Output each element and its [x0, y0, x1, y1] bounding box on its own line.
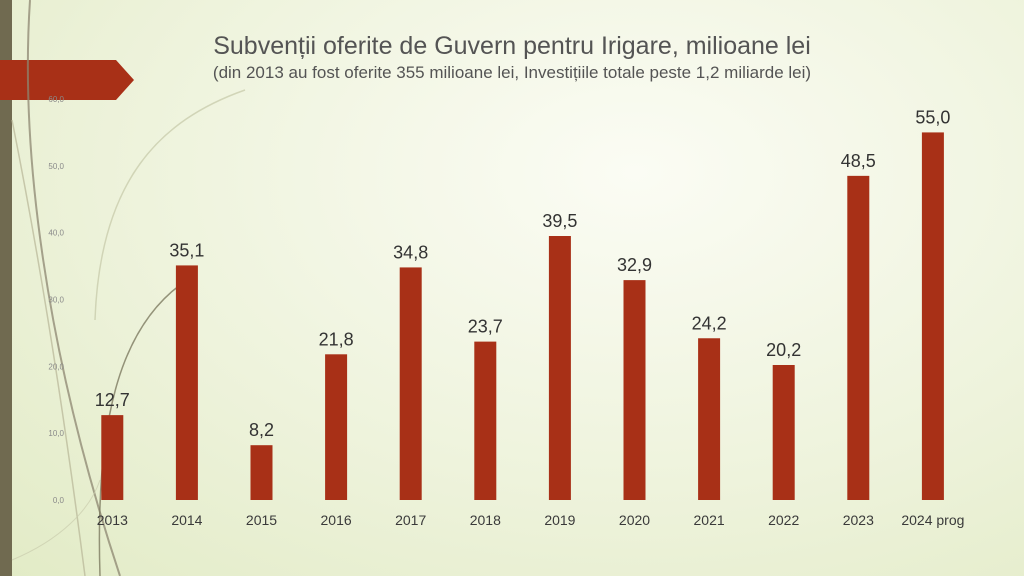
bar — [847, 175, 870, 500]
bar — [399, 267, 422, 500]
data-label: 21,8 — [319, 329, 354, 349]
category-labels: 2013 2014 2015 2016 2017 2018 2019 2020 2021 2022… — [97, 512, 965, 528]
y-tick-label: 20,0 — [48, 362, 64, 371]
data-label: 32,9 — [617, 255, 652, 275]
bar — [698, 338, 721, 500]
title-accent-tab — [0, 60, 134, 100]
y-tick-label: 0,0 — [53, 496, 65, 505]
x-tick-label: 2013 — [97, 512, 128, 528]
x-tick-label: 2023 — [843, 512, 874, 528]
x-tick-label: 2024 prog — [901, 512, 964, 528]
x-tick-label: 2016 — [321, 512, 352, 528]
value-labels: 12,7 35,1 8,2 21,8 34,8 23,7 39,5 32,9 24,2 20,2 4… — [95, 107, 951, 440]
data-label: 34,8 — [393, 242, 428, 262]
x-tick-label: 2017 — [395, 512, 426, 528]
x-tick-label: 2021 — [694, 512, 725, 528]
x-tick-label: 2020 — [619, 512, 650, 528]
bar — [623, 280, 646, 500]
data-label: 12,7 — [95, 390, 130, 410]
y-tick-label: 30,0 — [48, 296, 64, 305]
bar — [101, 415, 124, 500]
bar — [921, 132, 944, 500]
bars — [101, 132, 944, 500]
data-label: 20,2 — [766, 340, 801, 360]
left-accent-strip — [0, 0, 12, 576]
data-label: 8,2 — [249, 420, 274, 440]
y-tick-label: 10,0 — [48, 429, 64, 438]
data-label: 23,7 — [468, 317, 503, 337]
chart-subtitle: (din 2013 au fost oferite 355 milioane l… — [212, 63, 812, 82]
bar — [772, 364, 795, 500]
data-label: 48,5 — [841, 151, 876, 171]
bar — [325, 354, 348, 500]
data-label: 35,1 — [169, 240, 204, 260]
bar — [175, 265, 198, 500]
y-axis: 0,0 10,0 20,0 30,0 40,0 50,0 60,0 — [48, 95, 64, 505]
x-tick-label: 2022 — [768, 512, 799, 528]
chart-title: Subvenții oferite de Guvern pentru Iriga… — [213, 32, 811, 60]
bar — [474, 341, 497, 500]
data-label: 39,5 — [542, 211, 577, 231]
x-tick-label: 2015 — [246, 512, 277, 528]
x-tick-label: 2019 — [544, 512, 575, 528]
bar — [250, 445, 273, 500]
bar — [548, 236, 571, 500]
y-tick-label: 60,0 — [48, 95, 64, 104]
x-tick-label: 2018 — [470, 512, 501, 528]
y-tick-label: 50,0 — [48, 162, 64, 171]
y-tick-label: 40,0 — [48, 229, 64, 238]
data-label: 55,0 — [915, 107, 950, 127]
x-tick-label: 2014 — [171, 512, 202, 528]
data-label: 24,2 — [692, 313, 727, 333]
